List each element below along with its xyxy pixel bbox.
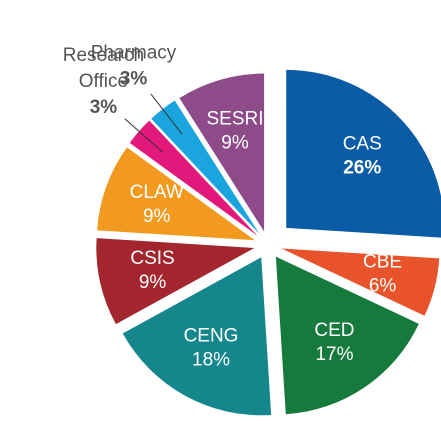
- value-label: 17%: [315, 344, 353, 365]
- value-label: 6%: [369, 275, 397, 296]
- value-label: 9%: [139, 272, 167, 293]
- value-label: 3%: [120, 69, 148, 90]
- leader-line: [150, 93, 183, 135]
- pie-slice: [96, 238, 255, 325]
- label-line: Research: [63, 45, 144, 66]
- slice-label: Pharmacy: [91, 43, 177, 64]
- slice-label: CENG: [184, 326, 239, 347]
- slice-label: CBE: [363, 251, 402, 272]
- value-label: 3%: [90, 97, 118, 118]
- pie-slice: [122, 257, 272, 416]
- pie-slice: [286, 69, 441, 238]
- slice-label: CSIS: [130, 248, 174, 269]
- pie-slice: [151, 100, 260, 234]
- value-label: 26%: [343, 158, 381, 179]
- slice-label: CLAW: [130, 182, 184, 203]
- slice-label: CED: [314, 320, 354, 341]
- pie-slice: [281, 248, 440, 316]
- pie-slice: [129, 120, 258, 236]
- slice-label: Research Office: [63, 45, 144, 92]
- label-line: Office: [79, 71, 128, 92]
- pie-slice: [275, 256, 419, 415]
- value-label: 9%: [143, 206, 171, 227]
- value-label: 9%: [221, 132, 249, 153]
- slice-label: SESRI: [206, 108, 263, 129]
- pie-slice: [97, 147, 255, 241]
- slice-label: CAS: [343, 134, 382, 155]
- leader-line: [124, 118, 164, 153]
- value-label: 18%: [192, 350, 230, 371]
- pie-slice: [179, 73, 265, 232]
